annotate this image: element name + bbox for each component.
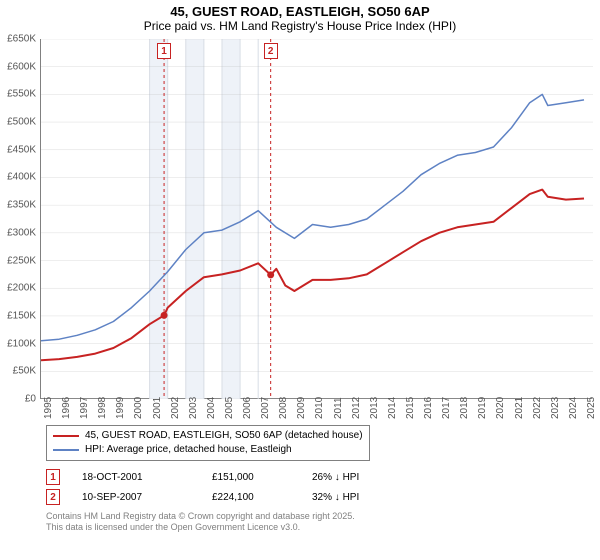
x-tick-label: 2022 <box>532 397 543 419</box>
x-tick-label: 2024 <box>568 397 579 419</box>
y-tick-label: £100K <box>7 338 36 349</box>
y-tick-label: £500K <box>7 117 36 128</box>
plot-svg <box>41 39 593 399</box>
legend-swatch-hpi <box>53 449 79 451</box>
x-tick-label: 1998 <box>97 397 108 419</box>
x-tick-label: 2010 <box>314 397 325 419</box>
y-tick-label: £350K <box>7 200 36 211</box>
x-tick-label: 1995 <box>43 397 54 419</box>
sale-diff-1: 26% ↓ HPI <box>312 472 412 483</box>
legend-item-hpi: HPI: Average price, detached house, East… <box>53 443 363 457</box>
x-tick-label: 2008 <box>278 397 289 419</box>
x-tick-label: 2009 <box>296 397 307 419</box>
y-tick-label: £50K <box>13 366 36 377</box>
x-tick-label: 2000 <box>133 397 144 419</box>
sale-marker-flag: 1 <box>157 43 171 59</box>
y-tick-label: £400K <box>7 172 36 183</box>
sale-row-2: 2 10-SEP-2007 £224,100 32% ↓ HPI <box>46 487 600 507</box>
sale-diff-2: 32% ↓ HPI <box>312 492 412 503</box>
x-tick-label: 2003 <box>188 397 199 419</box>
x-tick-label: 2011 <box>333 397 344 419</box>
x-tick-label: 2013 <box>369 397 380 419</box>
y-tick-label: £150K <box>7 310 36 321</box>
x-tick-label: 1997 <box>79 397 90 419</box>
x-tick-label: 2014 <box>387 397 398 419</box>
x-tick-label: 2016 <box>423 397 434 419</box>
x-tick-label: 2002 <box>170 397 181 419</box>
attribution-line-2: This data is licensed under the Open Gov… <box>46 522 600 533</box>
x-tick-label: 2019 <box>477 397 488 419</box>
attribution-block: Contains HM Land Registry data © Crown c… <box>46 511 600 533</box>
chart-area: 12 £0£50K£100K£150K£200K£250K£300K£350K£… <box>40 39 592 419</box>
legend-swatch-price-paid <box>53 435 79 437</box>
y-tick-label: £450K <box>7 144 36 155</box>
legend-label-price-paid: 45, GUEST ROAD, EASTLEIGH, SO50 6AP (det… <box>85 429 363 443</box>
plot-area: 12 <box>40 39 592 399</box>
y-tick-label: £0 <box>25 394 36 405</box>
chart-title-block: 45, GUEST ROAD, EASTLEIGH, SO50 6AP Pric… <box>0 0 600 33</box>
x-tick-label: 2005 <box>224 397 235 419</box>
sales-table: 1 18-OCT-2001 £151,000 26% ↓ HPI 2 10-SE… <box>46 467 600 507</box>
x-tick-label: 2012 <box>351 397 362 419</box>
legend-label-hpi: HPI: Average price, detached house, East… <box>85 443 292 457</box>
x-tick-label: 2020 <box>495 397 506 419</box>
sale-date-2: 10-SEP-2007 <box>82 492 212 503</box>
y-tick-label: £200K <box>7 283 36 294</box>
chart-title-sub: Price paid vs. HM Land Registry's House … <box>0 19 600 33</box>
y-tick-label: £250K <box>7 255 36 266</box>
y-tick-label: £300K <box>7 227 36 238</box>
sale-marker-flag: 2 <box>264 43 278 59</box>
x-tick-label: 2015 <box>405 397 416 419</box>
x-tick-label: 2001 <box>152 397 163 419</box>
x-tick-label: 2006 <box>242 397 253 419</box>
chart-title-main: 45, GUEST ROAD, EASTLEIGH, SO50 6AP <box>0 4 600 19</box>
sale-marker-2: 2 <box>46 489 60 505</box>
x-tick-label: 2007 <box>260 397 271 419</box>
legend-item-price-paid: 45, GUEST ROAD, EASTLEIGH, SO50 6AP (det… <box>53 429 363 443</box>
x-tick-label: 2025 <box>586 397 597 419</box>
y-tick-label: £600K <box>7 61 36 72</box>
y-tick-label: £650K <box>7 34 36 45</box>
x-tick-label: 1999 <box>115 397 126 419</box>
sale-date-1: 18-OCT-2001 <box>82 472 212 483</box>
x-tick-label: 2004 <box>206 397 217 419</box>
x-tick-label: 2018 <box>459 397 470 419</box>
attribution-line-1: Contains HM Land Registry data © Crown c… <box>46 511 600 522</box>
sale-price-1: £151,000 <box>212 472 312 483</box>
sale-price-2: £224,100 <box>212 492 312 503</box>
x-tick-label: 1996 <box>61 397 72 419</box>
legend-box: 45, GUEST ROAD, EASTLEIGH, SO50 6AP (det… <box>46 425 370 461</box>
x-tick-label: 2023 <box>550 397 561 419</box>
sale-marker-1: 1 <box>46 469 60 485</box>
x-tick-label: 2021 <box>514 397 525 419</box>
sale-row-1: 1 18-OCT-2001 £151,000 26% ↓ HPI <box>46 467 600 487</box>
y-tick-label: £550K <box>7 89 36 100</box>
x-tick-label: 2017 <box>441 397 452 419</box>
